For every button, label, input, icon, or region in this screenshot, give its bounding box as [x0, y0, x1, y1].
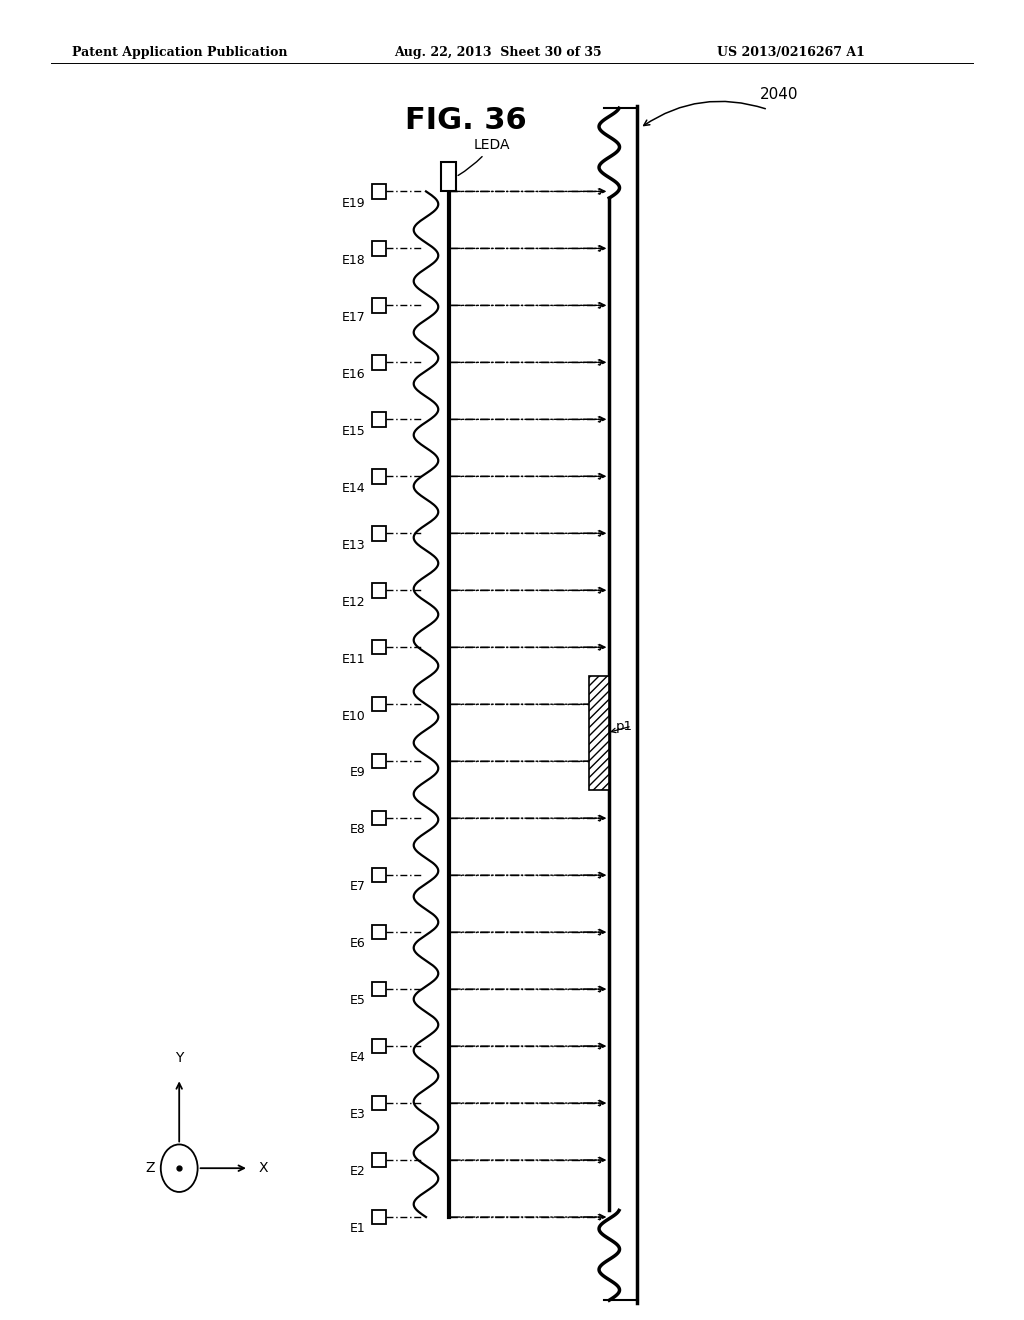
Bar [372, 525, 386, 541]
Bar [441, 162, 456, 191]
Bar [372, 183, 386, 198]
Text: Y: Y [175, 1051, 183, 1065]
Text: E10: E10 [342, 710, 366, 722]
Text: Z: Z [145, 1162, 155, 1175]
Text: E4: E4 [350, 1051, 366, 1064]
Text: E16: E16 [342, 367, 366, 380]
Text: E1: E1 [350, 1222, 366, 1236]
Text: Patent Application Publication: Patent Application Publication [72, 46, 287, 59]
Text: E7: E7 [349, 880, 366, 894]
Text: E8: E8 [349, 824, 366, 837]
Text: LEDA: LEDA [458, 137, 511, 176]
Bar [372, 1039, 386, 1053]
Bar [372, 982, 386, 997]
Text: E18: E18 [342, 253, 366, 267]
Bar [372, 869, 386, 883]
Text: E14: E14 [342, 482, 366, 495]
Text: E9: E9 [350, 767, 366, 780]
Text: FIG. 36: FIG. 36 [406, 106, 526, 135]
Text: E17: E17 [342, 310, 366, 323]
Bar [372, 242, 386, 256]
Text: E2: E2 [350, 1166, 366, 1179]
Bar [372, 1152, 386, 1167]
Bar [372, 469, 386, 483]
Bar [372, 810, 386, 825]
Bar [372, 754, 386, 768]
Text: E15: E15 [342, 425, 366, 438]
Text: X: X [259, 1162, 268, 1175]
Text: E12: E12 [342, 595, 366, 609]
Text: E3: E3 [350, 1109, 366, 1122]
Bar [372, 298, 386, 313]
Text: US 2013/0216267 A1: US 2013/0216267 A1 [717, 46, 864, 59]
Text: Aug. 22, 2013  Sheet 30 of 35: Aug. 22, 2013 Sheet 30 of 35 [394, 46, 602, 59]
Bar [372, 1096, 386, 1110]
Bar [372, 925, 386, 940]
Text: E19: E19 [342, 197, 366, 210]
Bar [372, 640, 386, 655]
Text: E5: E5 [349, 994, 366, 1007]
Text: 2040: 2040 [760, 87, 799, 102]
Text: E11: E11 [342, 652, 366, 665]
Text: E6: E6 [350, 937, 366, 950]
Bar [372, 1210, 386, 1225]
Bar [372, 583, 386, 598]
Text: E13: E13 [342, 539, 366, 552]
Text: p1: p1 [615, 719, 633, 733]
Bar [372, 412, 386, 426]
Bar [372, 355, 386, 370]
Bar [589, 676, 609, 789]
Bar [372, 697, 386, 711]
